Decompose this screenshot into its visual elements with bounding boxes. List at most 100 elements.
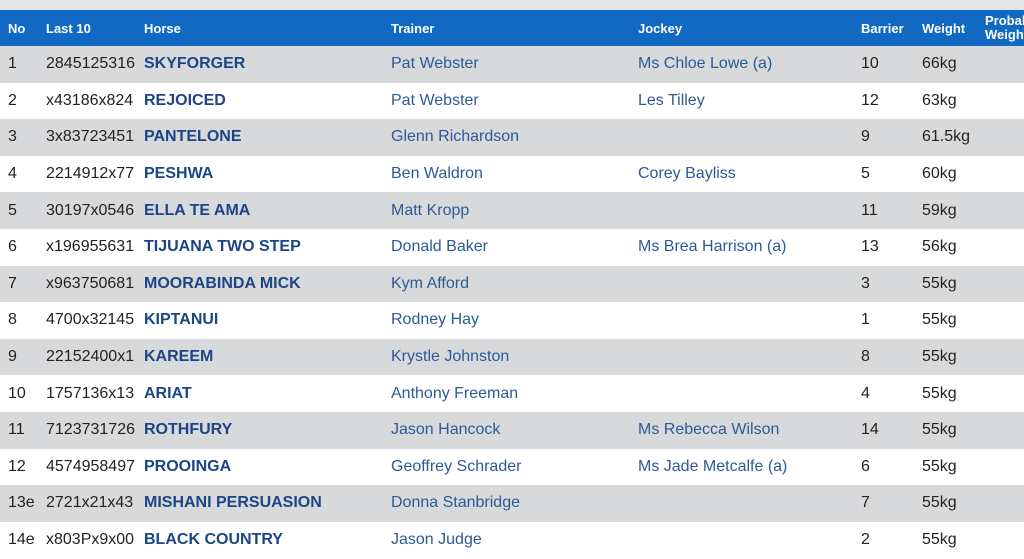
barrier-cell: 5 <box>861 165 870 183</box>
no-cell: 1 <box>8 55 17 73</box>
weight-cell: 55kg <box>922 348 957 366</box>
horse-cell: KAREEM <box>144 348 214 366</box>
weight-cell: 55kg <box>922 531 957 549</box>
weight-cell: 55kg <box>922 274 957 292</box>
barrier-cell: 8 <box>861 348 870 366</box>
trainer-cell: Donna Stanbridge <box>391 494 520 512</box>
last-ten-cell: x196955631 <box>46 238 135 256</box>
weight-cell: 60kg <box>922 165 957 183</box>
table-row: 5 30197x0546 ELLA TE AMA Matt Kropp 11 59kg <box>0 192 1024 229</box>
no-cell: 10 <box>8 384 26 402</box>
trainer-cell: Anthony Freeman <box>391 384 519 402</box>
no-cell: 3 <box>8 128 17 146</box>
trainer-cell: Kym Afford <box>391 274 469 292</box>
column-header: Weight <box>922 20 966 36</box>
last-ten-cell: 4574958497 <box>46 457 135 475</box>
horse-cell: KIPTANUI <box>144 311 219 329</box>
trainer-cell: Donald Baker <box>391 238 488 256</box>
jockey-cell: Ms Brea Harrison (a) <box>638 238 787 256</box>
column-header: Barrier <box>861 20 904 36</box>
barrier-cell: 2 <box>861 531 870 549</box>
no-cell: 4 <box>8 165 17 183</box>
table-row: 2 x43186x824 REJOICED Pat Webster Les Tilley… <box>0 83 1024 120</box>
column-header: Probable Weight <box>985 13 1024 42</box>
jockey-cell: Les Tilley <box>638 91 705 109</box>
weight-cell: 61.5kg <box>922 128 971 146</box>
trainer-cell: Krystle Johnston <box>391 348 510 366</box>
last-ten-cell: 4700x32145 <box>46 311 135 329</box>
table-header: No Last 10 Horse Trainer Jockey Barrier Weight… <box>0 10 1024 46</box>
table-row: 13e 2721x21x43 MISHANI PERSUASION Donna Sta… <box>0 485 1024 522</box>
table-row: 7 x963750681 MOORABINDA MICK Kym Afford 3 55k… <box>0 265 1024 303</box>
horse-cell: PESHWA <box>144 165 214 183</box>
weight-cell: 55kg <box>922 457 957 475</box>
weight-cell: 59kg <box>922 201 957 219</box>
horse-cell: ELLA TE AMA <box>144 201 251 219</box>
horse-cell: SKYFORGER <box>144 55 246 73</box>
last-ten-cell: 7123731726 <box>46 421 135 439</box>
no-cell: 8 <box>8 311 17 329</box>
barrier-cell: 3 <box>861 274 870 292</box>
trainer-cell: Jason Hancock <box>391 421 501 439</box>
last-ten-cell: x963750681 <box>46 274 135 292</box>
trainer-cell: Glenn Richardson <box>391 128 520 146</box>
barrier-cell: 13 <box>861 238 879 256</box>
jockey-cell: Ms Rebecca Wilson <box>638 421 780 439</box>
horse-cell: ARIAT <box>144 384 192 402</box>
jockey-cell: Corey Bayliss <box>638 165 736 183</box>
weight-cell: 55kg <box>922 384 957 402</box>
table-row: 14e x803Px9x00 BLACK COUNTRY Jason Judge 2 55… <box>0 522 1024 559</box>
barrier-cell: 14 <box>861 421 879 439</box>
last-ten-cell: 30197x0546 <box>46 201 135 219</box>
last-ten-cell: 2721x21x43 <box>46 494 134 512</box>
column-header: Trainer <box>391 20 435 36</box>
barrier-cell: 12 <box>861 91 879 109</box>
table-row: 1 2845125316 SKYFORGER Pat Webster Ms Chloe … <box>0 46 1024 83</box>
last-ten-cell: 22152400x1 <box>46 348 135 366</box>
table-row: 11 7123731726 ROTHFURY Jason Hancock Ms Rebe… <box>0 412 1024 449</box>
no-cell: 14e <box>8 531 35 549</box>
no-cell: 11 <box>8 421 25 439</box>
trainer-cell: Pat Webster <box>391 55 479 73</box>
barrier-cell: 4 <box>861 384 870 402</box>
no-cell: 12 <box>8 457 26 475</box>
barrier-cell: 10 <box>861 55 879 73</box>
weight-cell: 63kg <box>922 91 957 109</box>
column-header: No <box>8 20 26 36</box>
horse-cell: MOORABINDA MICK <box>144 274 301 292</box>
horse-cell: MISHANI PERSUASION <box>144 494 322 512</box>
last-ten-cell: x803Px9x00 <box>46 531 135 549</box>
table-row: 4 2214912x77 PESHWA Ben Waldron Corey Baylis… <box>0 156 1024 193</box>
trainer-cell: Rodney Hay <box>391 311 480 329</box>
last-ten-cell: 2214912x77 <box>46 165 135 183</box>
table-row: 8 4700x32145 KIPTANUI Rodney Hay 1 55kg <box>0 302 1024 339</box>
table-row: 3 3x83723451 PANTELONE Glenn Richardson 9 61.… <box>0 119 1024 156</box>
table-row: 12 4574958497 PROOINGA Geoffrey Schrader Ms … <box>0 449 1024 486</box>
weight-cell: 56kg <box>922 238 957 256</box>
barrier-cell: 1 <box>861 311 870 329</box>
horse-cell: PANTELONE <box>144 128 242 146</box>
table-row: 6 x196955631 TIJUANA TWO STEP Donald Baker M… <box>0 229 1024 266</box>
column-header: Jockey <box>638 20 683 36</box>
weight-cell: 55kg <box>922 311 957 329</box>
barrier-cell: 11 <box>861 201 878 219</box>
trainer-cell: Ben Waldron <box>391 165 483 183</box>
top-strip <box>0 0 1024 10</box>
weight-cell: 55kg <box>922 421 957 439</box>
column-header: Horse <box>144 20 181 36</box>
trainer-cell: Jason Judge <box>391 531 482 549</box>
no-cell: 9 <box>8 348 17 366</box>
last-ten-cell: 3x83723451 <box>46 128 135 146</box>
no-cell: 2 <box>8 91 17 109</box>
barrier-cell: 6 <box>861 457 870 475</box>
no-cell: 7 <box>8 274 17 292</box>
no-cell: 6 <box>8 238 17 256</box>
horse-cell: REJOICED <box>144 91 226 109</box>
table-row: 9 22152400x1 KAREEM Krystle Johnston 8 55kg <box>0 338 1024 376</box>
weight-cell: 55kg <box>922 494 957 512</box>
no-cell: 13e <box>8 494 35 512</box>
column-header: Last 10 <box>46 20 91 36</box>
horse-cell: BLACK COUNTRY <box>144 531 283 549</box>
horse-cell: PROOINGA <box>144 457 232 475</box>
